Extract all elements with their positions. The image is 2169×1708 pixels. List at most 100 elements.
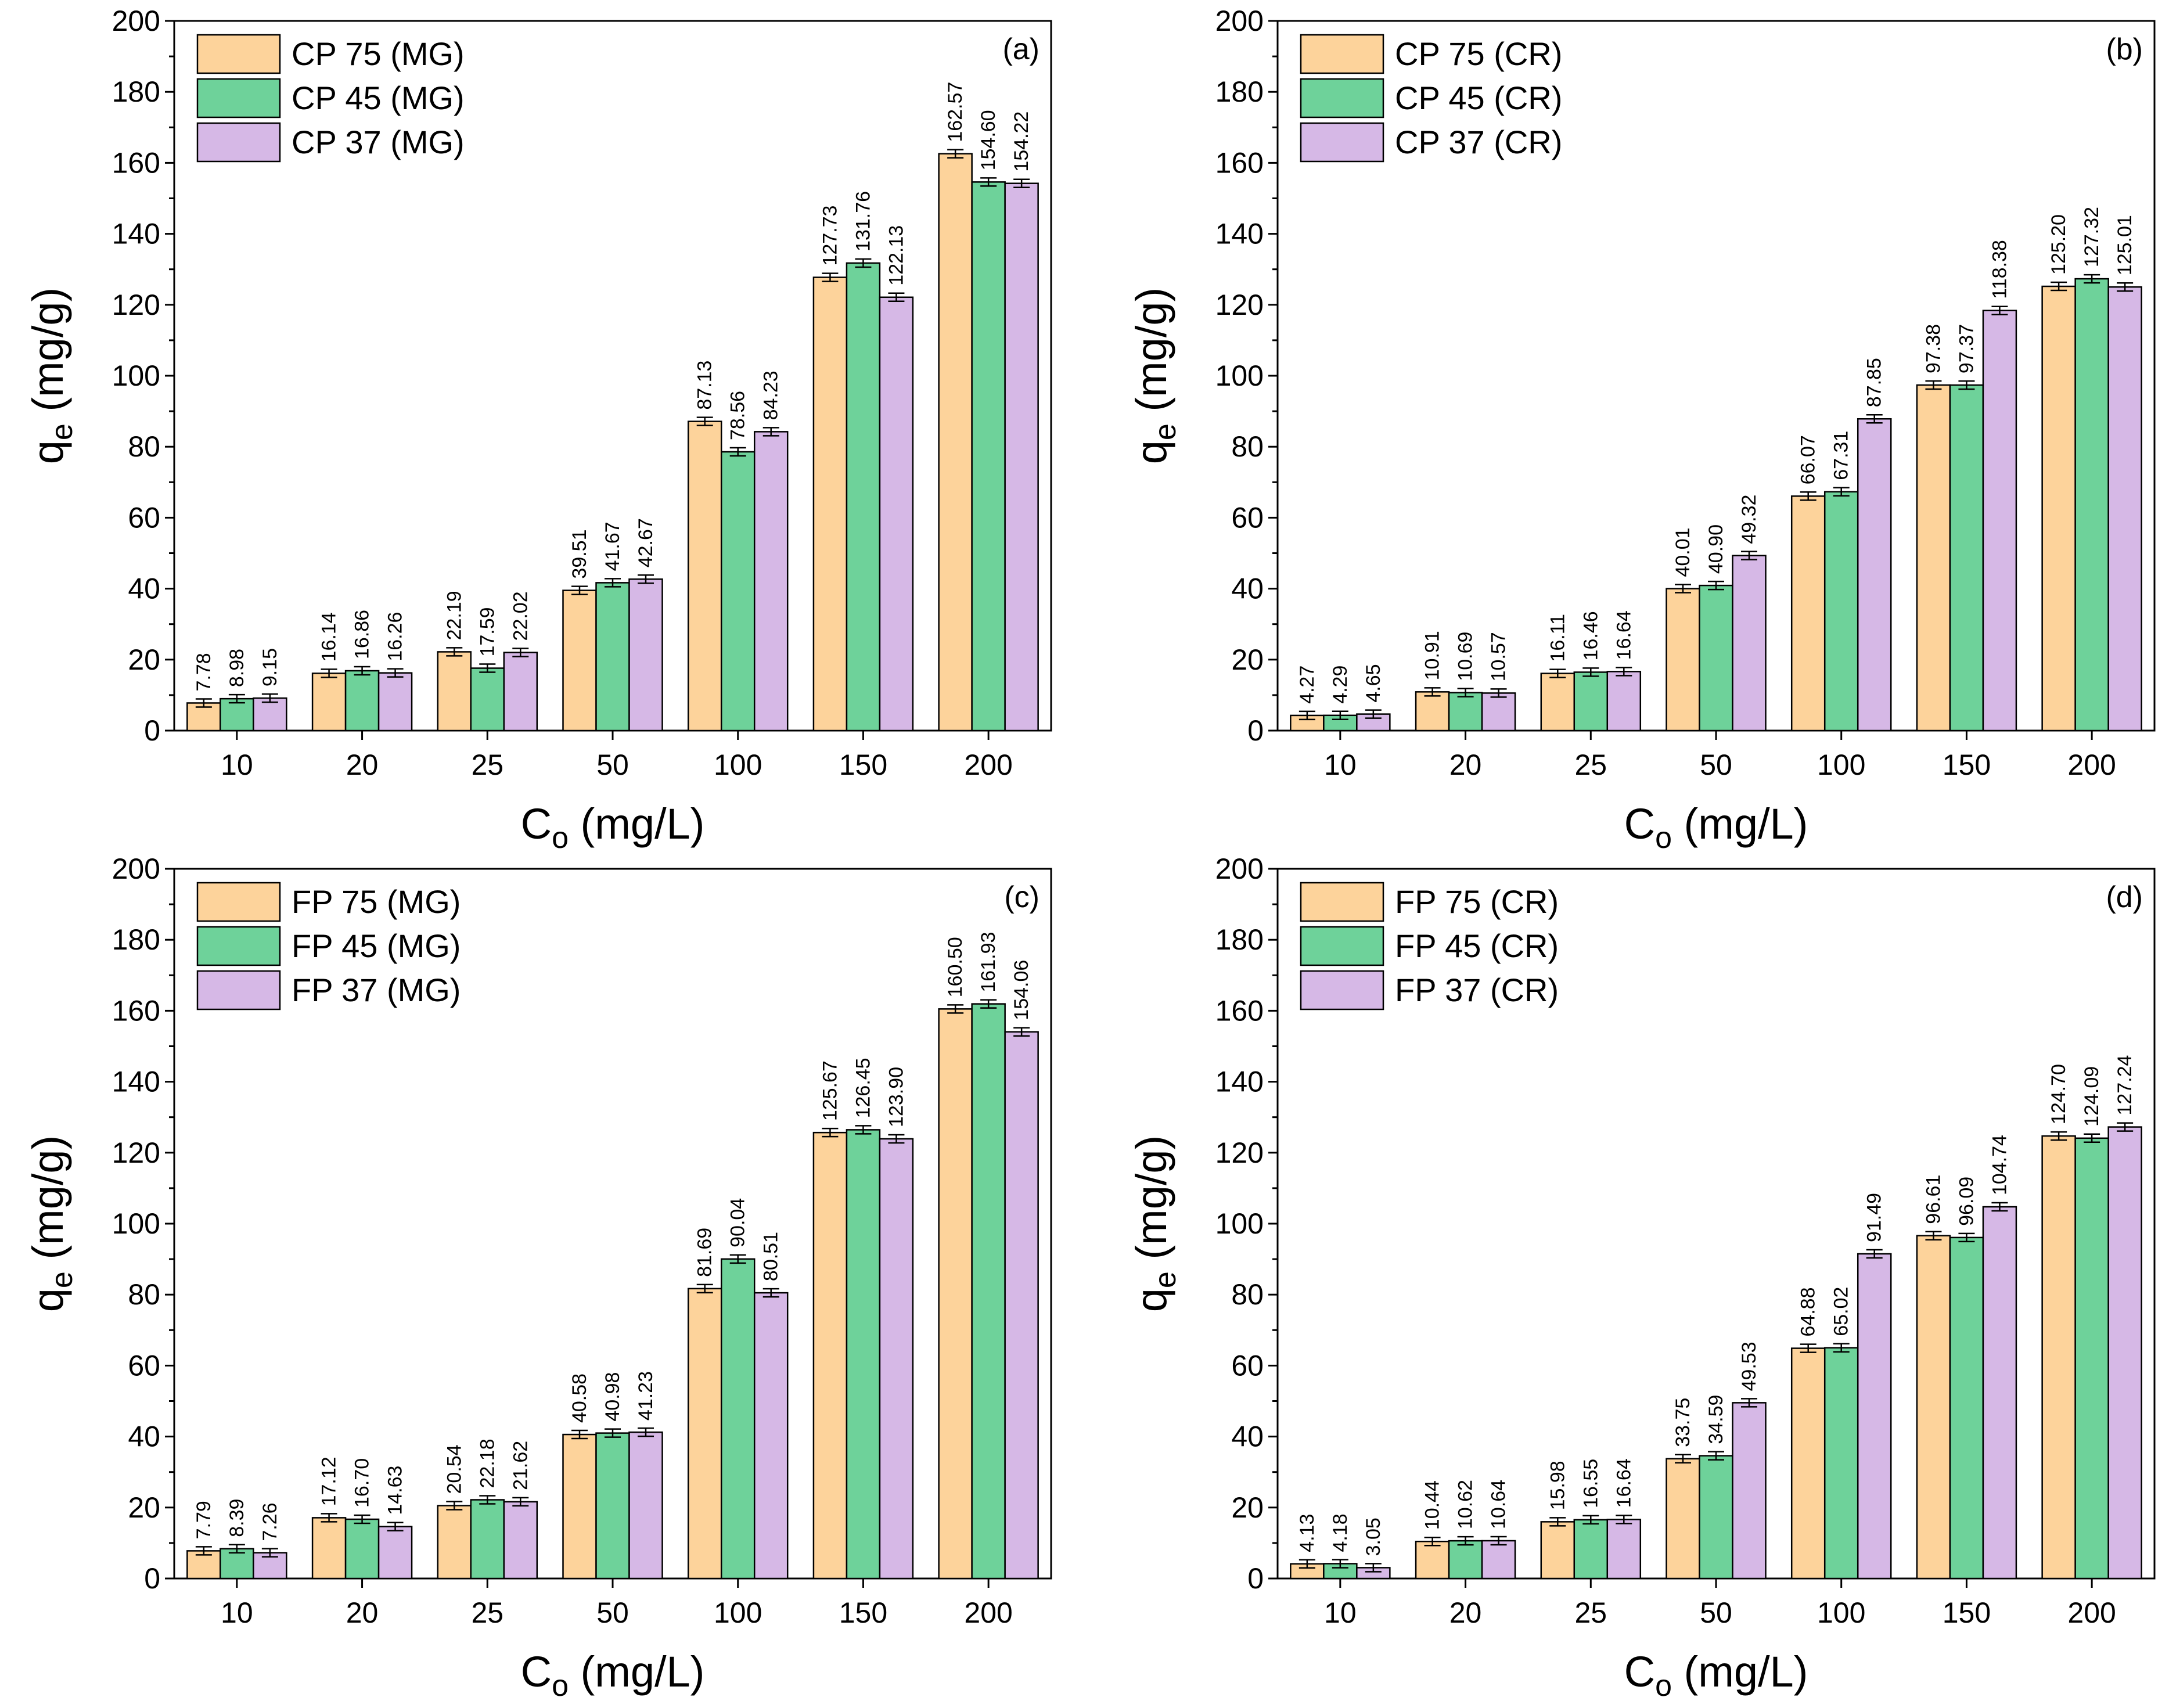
y-tick-label: 60 [128, 501, 160, 534]
y-tick-label: 140 [112, 218, 160, 250]
bar [879, 1138, 914, 1580]
bar [503, 1501, 538, 1580]
data-label: 40.58 [569, 1373, 591, 1423]
bar [1857, 418, 1892, 732]
x-tick-label: 50 [596, 749, 629, 781]
bar [720, 1258, 756, 1580]
y-tick-label: 40 [1231, 573, 1264, 605]
y-tick-label: 120 [112, 1137, 160, 1169]
data-label: 154.60 [977, 110, 999, 170]
bar [720, 451, 756, 732]
bar [437, 651, 472, 732]
bar [1481, 692, 1516, 732]
bar [1448, 692, 1483, 732]
bar [1857, 1253, 1892, 1580]
y-axis-title: qe (mg/g) [24, 1135, 79, 1312]
data-label: 15.98 [1546, 1461, 1569, 1510]
bar [595, 582, 630, 732]
x-tick-label: 20 [346, 749, 379, 781]
x-tick-label: 20 [1449, 1596, 1482, 1629]
y-tick-label: 80 [1231, 430, 1264, 463]
legend-label: CP 75 (MG) [292, 35, 465, 72]
data-label: 20.54 [443, 1444, 465, 1494]
data-label: 90.04 [727, 1198, 749, 1247]
bar [1732, 555, 1767, 732]
bar [1790, 495, 1826, 732]
y-tick-label: 40 [1231, 1421, 1264, 1453]
data-label: 87.13 [694, 361, 716, 410]
x-tick-label: 150 [1943, 749, 1991, 781]
bar [1540, 1521, 1576, 1580]
x-axis-title: Co (mg/L) [1624, 1648, 1808, 1703]
data-label: 39.51 [569, 530, 591, 579]
y-tick-label: 180 [1215, 75, 1264, 108]
data-label: 33.75 [1672, 1398, 1694, 1447]
bar [812, 1131, 848, 1580]
chart-panel-4: 0 20 40 60 80 100 120 140 160 180 200 10 4.13 4.18 3.0… [1127, 853, 2156, 1703]
bar [938, 153, 973, 732]
data-label: 22.18 [476, 1439, 498, 1488]
legend-swatch [196, 78, 281, 118]
bar [344, 670, 380, 732]
data-label: 154.22 [1010, 112, 1033, 172]
bar [377, 672, 413, 732]
data-label: 4.65 [1362, 664, 1384, 702]
data-label: 21.62 [509, 1441, 531, 1490]
bar [2041, 285, 2076, 732]
y-tick-label: 120 [112, 289, 160, 321]
legend-label: FP 75 (CR) [1395, 883, 1559, 920]
y-tick-label: 100 [1215, 1207, 1264, 1240]
data-label: 125.01 [2114, 215, 2136, 275]
data-label: 17.12 [318, 1457, 340, 1506]
y-tick-label: 20 [1231, 1491, 1264, 1524]
y-tick-label: 20 [128, 643, 160, 676]
bar [846, 1129, 881, 1580]
x-tick-label: 10 [221, 1596, 253, 1629]
y-tick-label: 160 [112, 146, 160, 179]
legend-swatch [1300, 122, 1384, 163]
y-tick-label: 40 [128, 1421, 160, 1453]
bar [628, 578, 663, 732]
data-label: 122.13 [885, 225, 907, 286]
y-tick-label: 160 [1215, 146, 1264, 179]
data-label: 7.26 [259, 1502, 281, 1541]
x-tick-label: 200 [2067, 749, 2116, 781]
bar [220, 697, 254, 732]
bar [1606, 671, 1642, 732]
data-label: 16.11 [1546, 614, 1569, 662]
data-label: 16.55 [1580, 1459, 1602, 1508]
data-label: 42.67 [635, 518, 657, 567]
legend-label: FP 75 (MG) [292, 883, 461, 920]
x-tick-label: 150 [839, 749, 887, 781]
data-label: 10.44 [1422, 1480, 1444, 1530]
bar [687, 1288, 722, 1580]
x-tick-label: 50 [596, 1596, 629, 1629]
bar [2107, 1126, 2142, 1580]
y-tick-label: 180 [1215, 923, 1264, 956]
y-tick-label: 0 [1247, 714, 1264, 747]
x-tick-label: 200 [964, 749, 1012, 781]
data-label: 10.64 [1488, 1480, 1510, 1529]
data-label: 7.78 [193, 653, 215, 691]
y-tick-label: 180 [112, 923, 160, 956]
data-label: 16.86 [351, 610, 373, 659]
bar [1415, 691, 1450, 732]
y-tick-label: 100 [1215, 359, 1264, 392]
bar [971, 1003, 1006, 1580]
data-label: 22.19 [443, 591, 465, 640]
legend-label: CP 45 (MG) [292, 80, 465, 116]
data-label: 78.56 [727, 391, 749, 440]
legend-swatch [1300, 78, 1384, 118]
bar [562, 589, 597, 732]
y-tick-label: 120 [1215, 1137, 1264, 1169]
y-tick-label: 160 [1215, 994, 1264, 1027]
data-label: 123.90 [885, 1067, 907, 1127]
y-tick-label: 80 [1231, 1278, 1264, 1311]
data-label: 80.51 [760, 1232, 782, 1281]
bar [1699, 1455, 1733, 1580]
legend-label: CP 37 (MG) [292, 124, 465, 160]
data-label: 16.64 [1613, 1458, 1635, 1508]
data-label: 4.27 [1296, 666, 1318, 704]
y-tick-label: 20 [1231, 643, 1264, 676]
y-tick-label: 140 [112, 1066, 160, 1098]
